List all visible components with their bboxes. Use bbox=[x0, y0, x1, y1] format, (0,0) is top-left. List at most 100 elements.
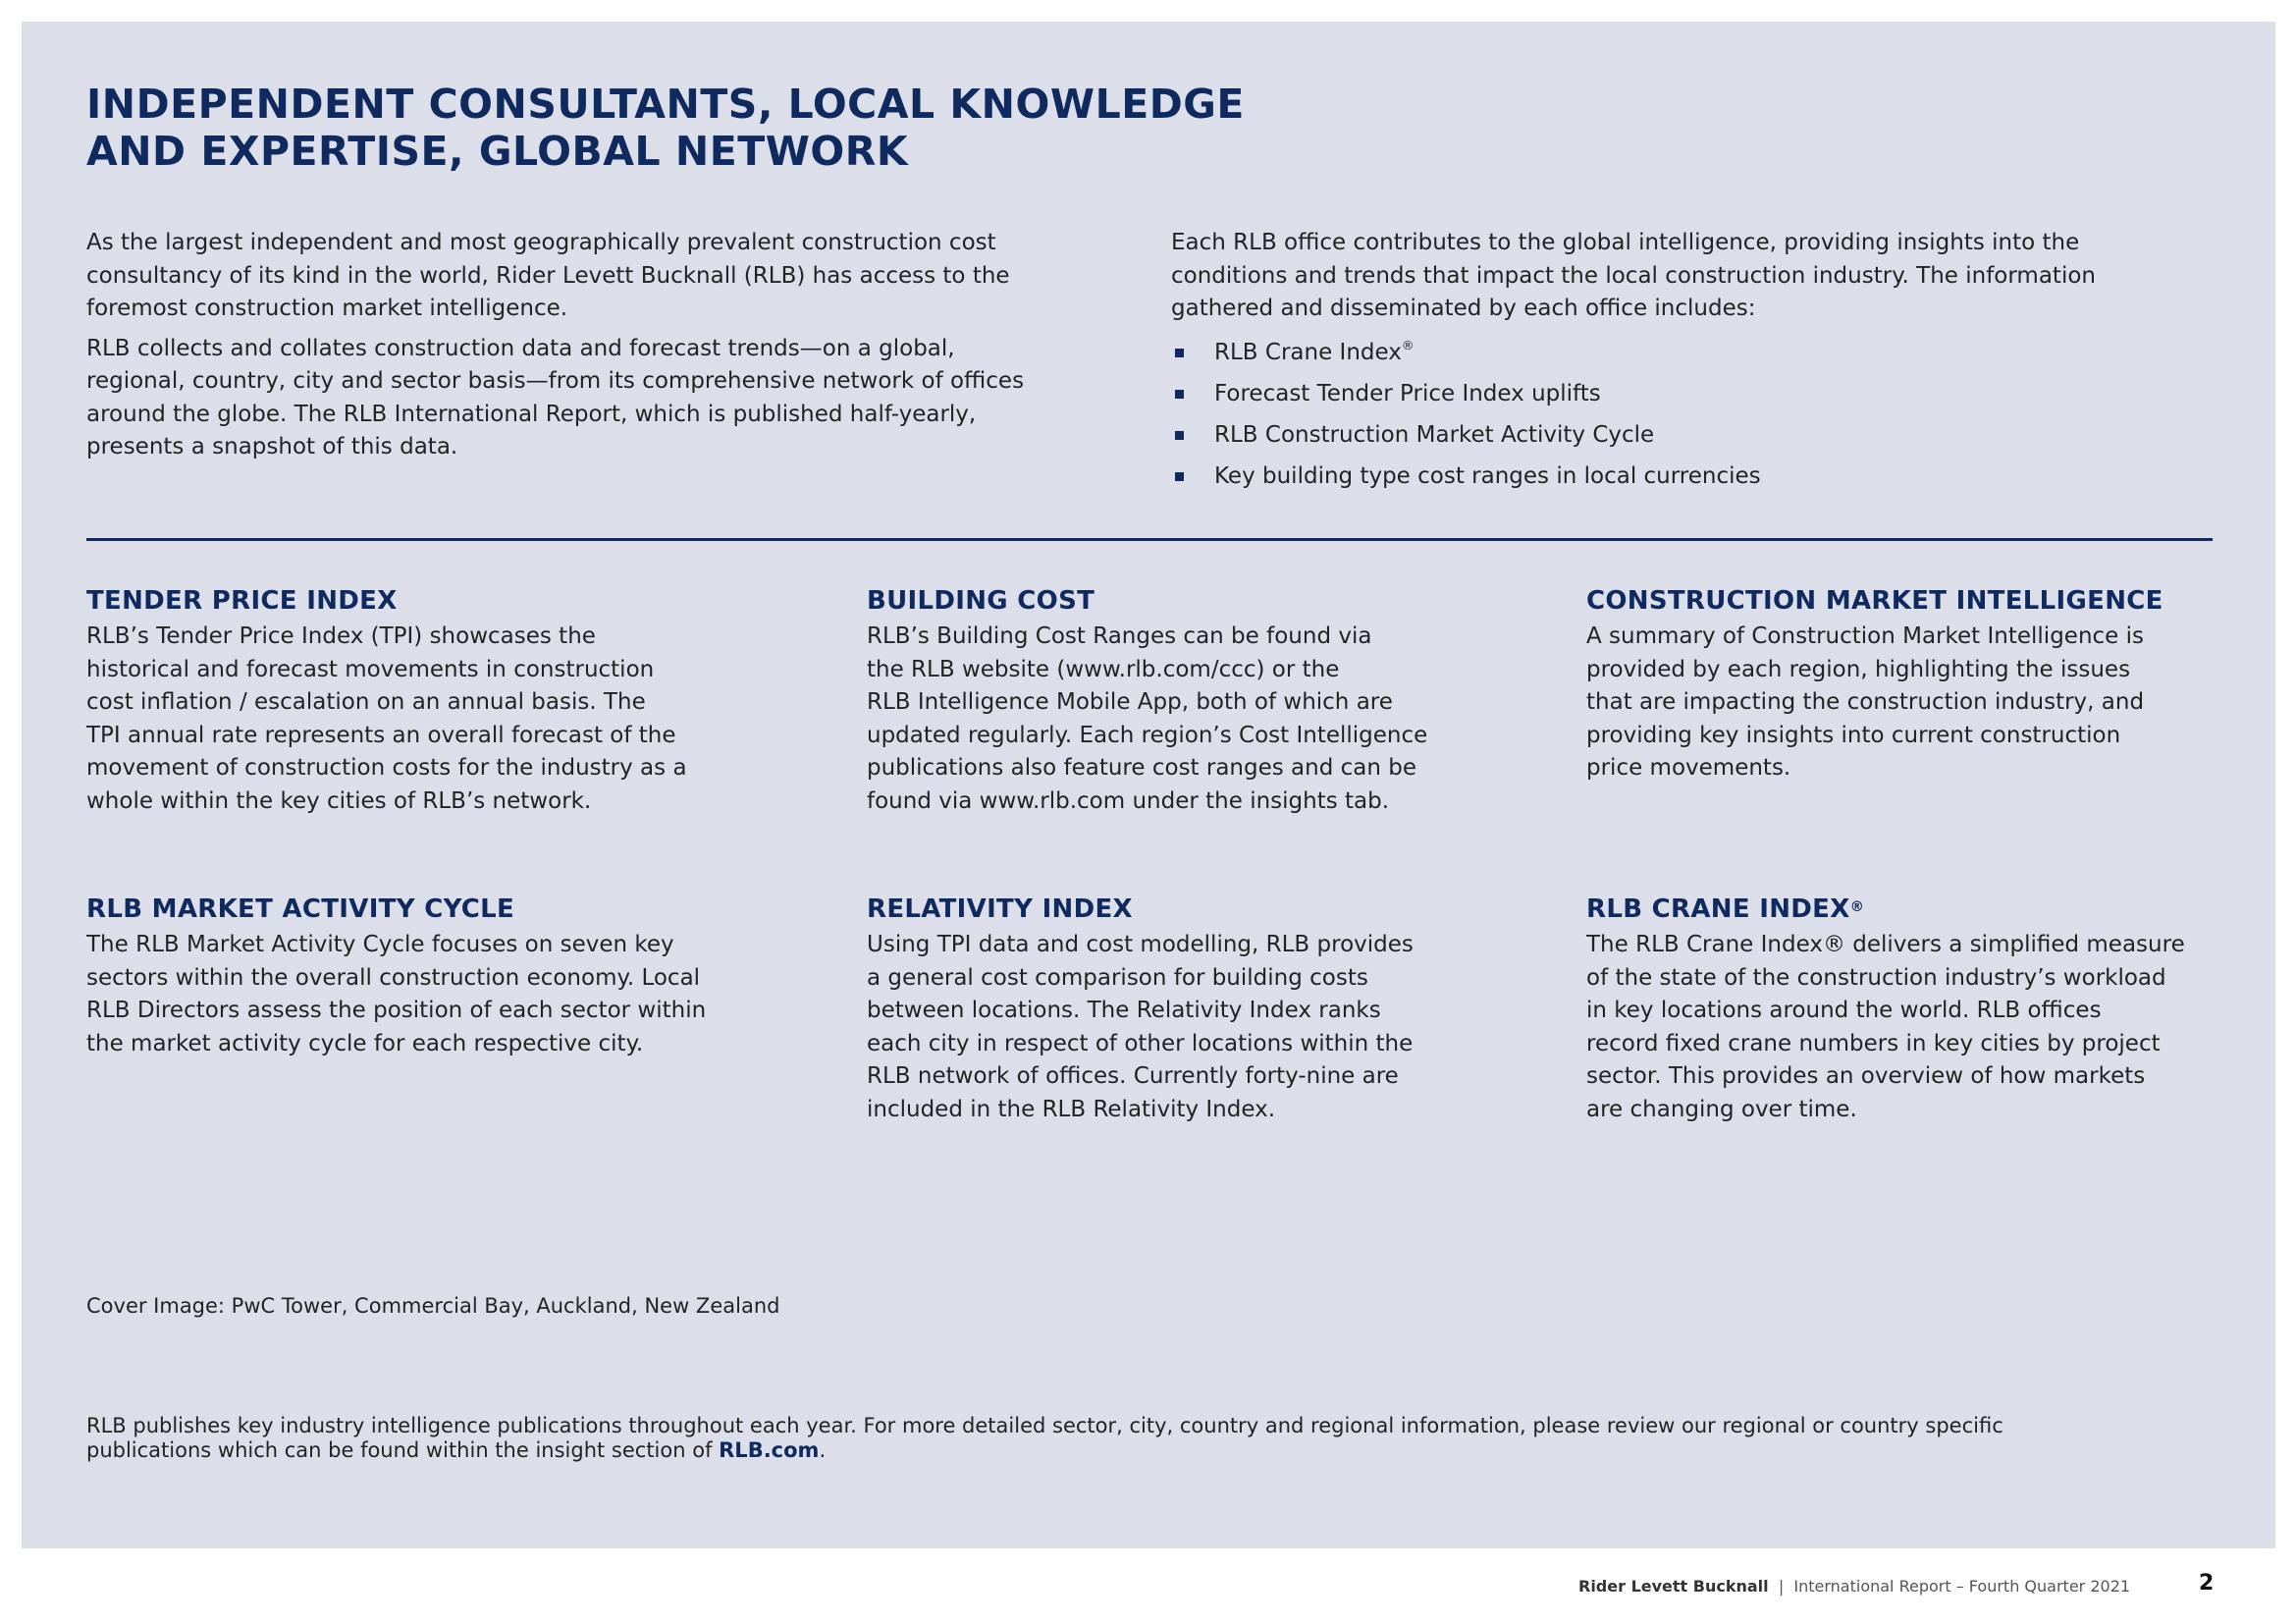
section-line: of the state of the construction industr… bbox=[1586, 964, 2166, 991]
bullet-list: RLB Crane Index® Forecast Tender Price In… bbox=[1171, 332, 1761, 497]
intro-paragraph: As the largest independent and most geog… bbox=[86, 227, 1024, 326]
intro-line: Each RLB office contributes to the globa… bbox=[1171, 230, 2080, 255]
section-line: between locations. The Relativity Index … bbox=[867, 998, 1381, 1023]
section-line: sectors within the overall construction … bbox=[86, 964, 701, 991]
section-line: RLB network of offices. Currently forty-… bbox=[867, 1063, 1399, 1089]
section-heading-text: RLB CRANE INDEX bbox=[1586, 894, 1850, 924]
bullet-item: RLB Construction Market Activity Cycle bbox=[1171, 414, 1761, 456]
title-line: AND EXPERTISE, GLOBAL NETWORK bbox=[86, 128, 909, 175]
section-line: updated regularly. Each region’s Cost In… bbox=[867, 722, 1428, 748]
bottom-note-line: RLB publishes key industry intelligence … bbox=[86, 1414, 2003, 1437]
section-line: are changing over time. bbox=[1586, 1096, 1857, 1122]
section-heading-text: RLB MARKET ACTIVITY CYCLE bbox=[86, 894, 515, 924]
section-building-cost: BUILDING COST RLB’s Building Cost Ranges … bbox=[867, 585, 1427, 818]
intro-paragraph: RLB collects and collates construction d… bbox=[86, 333, 1024, 464]
section-line: publications also feature cost ranges an… bbox=[867, 755, 1417, 781]
footer-separator: | bbox=[1778, 1577, 1785, 1596]
section-heading: RLB MARKET ACTIVITY CYCLE bbox=[86, 893, 706, 925]
bullet-label: RLB Construction Market Activity Cycle bbox=[1214, 422, 1655, 448]
section-line: historical and forecast movements in con… bbox=[86, 656, 655, 682]
section-line: A summary of Construction Market Intelli… bbox=[1586, 623, 2145, 649]
intro-line: conditions and trends that impact the lo… bbox=[1171, 262, 2096, 289]
intro-line: foremost construction market intelligenc… bbox=[86, 296, 568, 321]
section-line: the market activity cycle for each respe… bbox=[86, 1030, 644, 1056]
section-body: The RLB Market Activity Cycle focuses on… bbox=[86, 929, 706, 1060]
rlb-link[interactable]: RLB.com bbox=[719, 1438, 820, 1462]
section-line: cost inflation / escalation on an annual… bbox=[86, 689, 646, 715]
section-line: record fixed crane numbers in key cities… bbox=[1586, 1030, 2161, 1056]
section-heading-text: CONSTRUCTION MARKET INTELLIGENCE bbox=[1586, 586, 2163, 616]
section-line: providing key insights into current cons… bbox=[1586, 722, 2121, 748]
section-heading-text: RELATIVITY INDEX bbox=[867, 894, 1133, 924]
bullet-text: Forecast Tender Price Index uplifts bbox=[1214, 381, 1601, 406]
bullet-square-icon bbox=[1175, 389, 1184, 399]
section-line: that are impacting the construction indu… bbox=[1586, 689, 2145, 715]
section-line: price movements. bbox=[1586, 755, 1791, 781]
section-line: RLB Directors assess the position of eac… bbox=[86, 998, 707, 1023]
intro-line: presents a snapshot of this data. bbox=[86, 434, 458, 460]
bullet-square-icon bbox=[1175, 471, 1184, 481]
bottom-note-line: publications which can be found within t… bbox=[86, 1438, 2003, 1463]
registered-mark: ® bbox=[1849, 899, 1865, 915]
page-number: 2 bbox=[2199, 1571, 2215, 1596]
section-line: TPI annual rate represents an overall fo… bbox=[86, 722, 676, 748]
bullet-square-icon bbox=[1175, 430, 1184, 440]
section-line: movement of construction costs for the i… bbox=[86, 755, 687, 781]
bullet-text: RLB Crane Index® bbox=[1214, 338, 1415, 365]
divider bbox=[86, 538, 2213, 541]
section-line: The RLB Market Activity Cycle focuses on… bbox=[86, 932, 674, 957]
section-line: found via www.rlb.com under the insights… bbox=[867, 787, 1390, 814]
bullet-label: Forecast Tender Price Index uplifts bbox=[1214, 381, 1601, 406]
section-line: RLB Intelligence Mobile App, both of whi… bbox=[867, 689, 1393, 715]
section-line: the RLB website (www.rlb.com/ccc) or the bbox=[867, 656, 1340, 682]
bullet-text: RLB Construction Market Activity Cycle bbox=[1214, 422, 1654, 448]
section-heading-text: BUILDING COST bbox=[867, 586, 1095, 616]
bottom-note-end: . bbox=[819, 1438, 827, 1462]
section-line: RLB’s Tender Price Index (TPI) showcases… bbox=[86, 623, 596, 649]
bottom-note-text: publications which can be found within t… bbox=[86, 1438, 720, 1462]
section-heading-text: TENDER PRICE INDEX bbox=[86, 586, 398, 616]
section-line: provided by each region, highlighting th… bbox=[1586, 656, 2131, 682]
bullet-item: RLB Crane Index® bbox=[1171, 332, 1761, 373]
section-line: in key locations around the world. RLB o… bbox=[1586, 998, 2102, 1023]
footer: Rider Levett Bucknall | International Re… bbox=[1578, 1577, 2130, 1596]
bottom-note: RLB publishes key industry intelligence … bbox=[86, 1414, 2003, 1463]
section-heading: CONSTRUCTION MARKET INTELLIGENCE bbox=[1586, 585, 2163, 617]
footer-company: Rider Levett Bucknall bbox=[1578, 1577, 1769, 1596]
intro-line: As the largest independent and most geog… bbox=[86, 230, 996, 255]
section-heading: RELATIVITY INDEX bbox=[867, 893, 1414, 925]
section-heading: RLB CRANE INDEX® bbox=[1586, 893, 2185, 925]
intro-line: consultancy of its kind in the world, Ri… bbox=[86, 262, 1010, 289]
section-body: RLB’s Tender Price Index (TPI) showcases… bbox=[86, 621, 687, 818]
page-title: INDEPENDENT CONSULTANTS, LOCAL KNOWLEDGE… bbox=[86, 81, 1245, 175]
section-line: a general cost comparison for building c… bbox=[867, 964, 1368, 991]
section-line: RLB’s Building Cost Ranges can be found … bbox=[867, 623, 1372, 649]
section-line: whole within the key cities of RLB’s net… bbox=[86, 787, 592, 814]
registered-mark: ® bbox=[1401, 338, 1415, 352]
section-market-activity-cycle: RLB MARKET ACTIVITY CYCLE The RLB Market … bbox=[86, 893, 706, 1060]
section-line: The RLB Crane Index® delivers a simplifi… bbox=[1586, 932, 2185, 957]
section-body: A summary of Construction Market Intelli… bbox=[1586, 621, 2163, 785]
bullet-item: Forecast Tender Price Index uplifts bbox=[1171, 373, 1761, 414]
bullet-label: RLB Crane Index bbox=[1214, 340, 1402, 365]
section-crane-index: RLB CRANE INDEX® The RLB Crane Index® del… bbox=[1586, 893, 2185, 1126]
section-relativity-index: RELATIVITY INDEX Using TPI data and cost … bbox=[867, 893, 1414, 1126]
section-body: The RLB Crane Index® delivers a simplifi… bbox=[1586, 929, 2185, 1126]
intro-left: As the largest independent and most geog… bbox=[86, 227, 1024, 471]
bullet-square-icon bbox=[1175, 348, 1184, 357]
intro-right: Each RLB office contributes to the globa… bbox=[1171, 227, 2096, 326]
intro-line: RLB collects and collates construction d… bbox=[86, 335, 955, 361]
section-heading: TENDER PRICE INDEX bbox=[86, 585, 687, 617]
bullet-item: Key building type cost ranges in local c… bbox=[1171, 456, 1761, 497]
bullet-text: Key building type cost ranges in local c… bbox=[1214, 463, 1761, 489]
cover-caption: Cover Image: PwC Tower, Commercial Bay, … bbox=[86, 1294, 780, 1318]
intro-line: regional, country, city and sector basis… bbox=[86, 368, 1025, 394]
section-line: each city in respect of other locations … bbox=[867, 1030, 1414, 1056]
section-body: Using TPI data and cost modelling, RLB p… bbox=[867, 929, 1414, 1126]
footer-report-title: International Report – Fourth Quarter 20… bbox=[1793, 1577, 2131, 1596]
section-line: Using TPI data and cost modelling, RLB p… bbox=[867, 932, 1414, 957]
section-body: RLB’s Building Cost Ranges can be found … bbox=[867, 621, 1427, 818]
section-construction-market-intelligence: CONSTRUCTION MARKET INTELLIGENCE A summar… bbox=[1586, 585, 2163, 785]
bullet-label: Key building type cost ranges in local c… bbox=[1214, 463, 1761, 489]
intro-line: gathered and disseminated by each office… bbox=[1171, 296, 1756, 321]
